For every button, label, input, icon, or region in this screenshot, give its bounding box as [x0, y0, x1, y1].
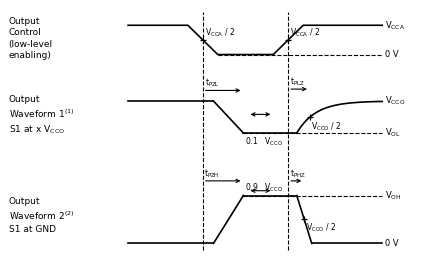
Text: V$_{\rm CCA}$ / 2: V$_{\rm CCA}$ / 2 [290, 26, 320, 39]
Text: V$_{\rm OH}$: V$_{\rm OH}$ [384, 189, 400, 202]
Text: Output
Waveform 2$^{(2)}$
S1 at GND: Output Waveform 2$^{(2)}$ S1 at GND [9, 197, 74, 234]
Text: 0 V: 0 V [384, 50, 398, 59]
Text: 0.1   V$_{\rm CCO}$: 0.1 V$_{\rm CCO}$ [244, 135, 282, 148]
Text: 0.9   V$_{\rm CCO}$: 0.9 V$_{\rm CCO}$ [244, 182, 282, 194]
Text: t$_{\rm PHZ}$: t$_{\rm PHZ}$ [290, 167, 305, 180]
Text: t$_{\rm PZH}$: t$_{\rm PZH}$ [203, 167, 219, 180]
Text: V$_{\rm CCO}$: V$_{\rm CCO}$ [384, 95, 405, 107]
Text: Output
Control
(low-level
enabling): Output Control (low-level enabling) [9, 17, 52, 60]
Text: V$_{\rm CCO}$ / 2: V$_{\rm CCO}$ / 2 [305, 222, 335, 234]
Text: 0 V: 0 V [384, 239, 398, 248]
Text: t$_{\rm PLZ}$: t$_{\rm PLZ}$ [290, 76, 304, 88]
Text: V$_{\rm OL}$: V$_{\rm OL}$ [384, 127, 400, 139]
Text: V$_{\rm CCA}$ / 2: V$_{\rm CCA}$ / 2 [204, 26, 234, 39]
Text: V$_{\rm CCA}$: V$_{\rm CCA}$ [384, 19, 404, 31]
Text: V$_{\rm CCO}$ / 2: V$_{\rm CCO}$ / 2 [311, 120, 341, 133]
Text: Output
Waveform 1$^{(1)}$
S1 at x V$_{\rm CCO}$: Output Waveform 1$^{(1)}$ S1 at x V$_{\r… [9, 95, 74, 136]
Text: t$_{\rm PZL}$: t$_{\rm PZL}$ [204, 77, 219, 89]
